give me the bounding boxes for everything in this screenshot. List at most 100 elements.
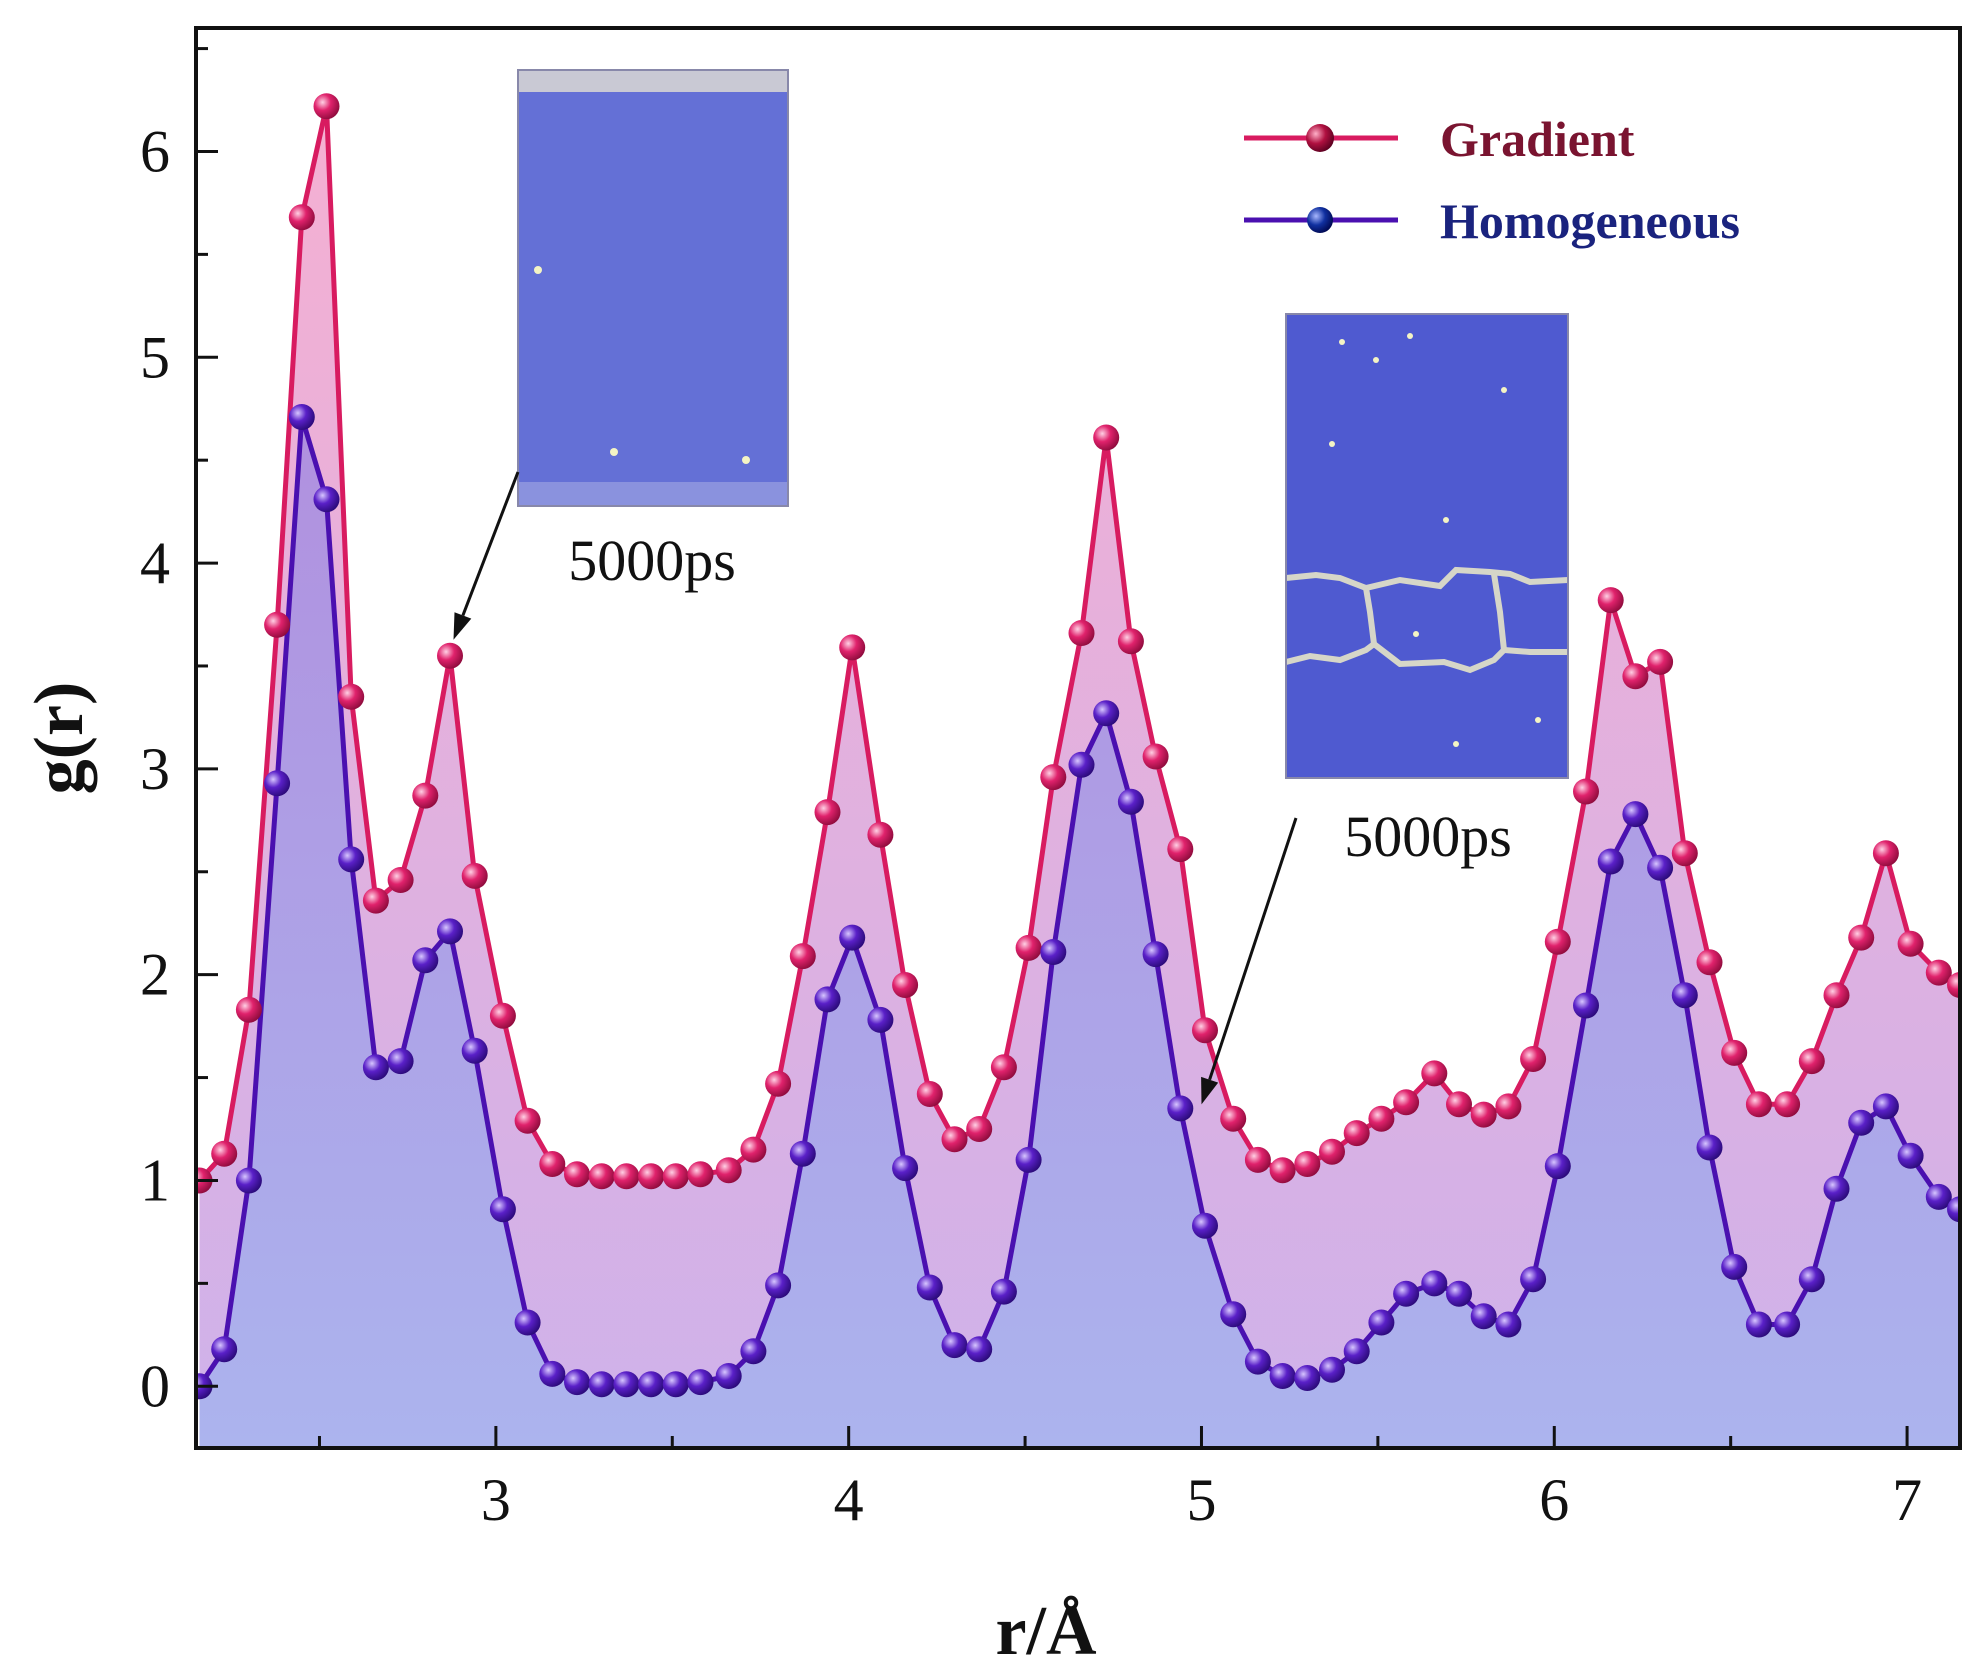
data-point-gradient-59 (1671, 840, 1698, 867)
data-point-gradient-20 (687, 1161, 714, 1188)
data-point-gradient-51 (1470, 1101, 1497, 1128)
data-point-homogeneous-20 (687, 1369, 714, 1396)
data-point-homogeneous-38 (1142, 941, 1169, 968)
data-point-homogeneous-27 (867, 1006, 894, 1033)
data-point-homogeneous-14 (539, 1360, 566, 1387)
data-point-homogeneous-17 (613, 1371, 640, 1398)
data-point-gradient-2 (235, 996, 262, 1023)
data-point-homogeneous-8 (387, 1048, 414, 1075)
annotation-arrow-1 (453, 471, 520, 640)
data-point-homogeneous-6 (338, 846, 365, 873)
data-point-homogeneous-67 (1872, 1093, 1899, 1120)
data-point-homogeneous-53 (1520, 1266, 1547, 1293)
x-tick-label: 6 (1539, 1467, 1569, 1533)
data-point-gradient-39 (1167, 836, 1194, 863)
data-point-gradient-26 (839, 634, 866, 661)
data-point-homogeneous-55 (1573, 992, 1599, 1019)
data-point-gradient-6 (338, 683, 365, 710)
data-point-gradient-57 (1622, 663, 1649, 690)
data-point-homogeneous-5 (313, 486, 340, 513)
x-axis-title: r/Å (995, 1593, 1097, 1670)
data-point-homogeneous-46 (1343, 1338, 1370, 1365)
data-point-homogeneous-22 (740, 1338, 767, 1365)
data-point-homogeneous-2 (235, 1167, 262, 1194)
data-point-gradient-58 (1647, 648, 1674, 675)
data-point-homogeneous-61 (1721, 1253, 1748, 1280)
annotation-arrow-2 (1201, 817, 1298, 1105)
x-tick-label: 7 (1892, 1467, 1922, 1533)
y-tick-label: 1 (140, 1147, 170, 1213)
data-point-homogeneous-21 (715, 1363, 742, 1389)
data-point-homogeneous-56 (1597, 848, 1624, 875)
data-point-homogeneous-37 (1117, 788, 1144, 815)
data-point-homogeneous-43 (1269, 1363, 1296, 1389)
data-point-homogeneous-66 (1848, 1109, 1875, 1136)
data-point-gradient-15 (564, 1161, 590, 1188)
y-tick-label: 4 (140, 530, 170, 596)
data-point-gradient-17 (613, 1163, 640, 1190)
data-point-homogeneous-58 (1647, 854, 1674, 881)
y-tick-label: 0 (140, 1353, 170, 1419)
data-point-homogeneous-32 (990, 1278, 1017, 1305)
data-point-gradient-40 (1192, 1017, 1218, 1044)
inset-image-homogeneous (1285, 313, 1569, 779)
data-point-gradient-35 (1068, 620, 1095, 646)
legend-item-homogeneous: Homogeneous (1244, 193, 1740, 249)
legend: Gradient Homogeneous (1244, 111, 1740, 249)
legend-marker-homogeneous (1307, 207, 1333, 233)
data-point-homogeneous-64 (1798, 1266, 1825, 1293)
data-point-gradient-48 (1393, 1089, 1420, 1116)
data-point-homogeneous-68 (1897, 1142, 1924, 1169)
data-point-gradient-69 (1925, 959, 1952, 986)
data-point-gradient-27 (867, 821, 894, 848)
data-point-gradient-61 (1721, 1039, 1748, 1066)
data-point-gradient-54 (1544, 928, 1571, 955)
data-point-gradient-19 (662, 1163, 689, 1190)
data-point-gradient-64 (1798, 1048, 1825, 1075)
data-point-gradient-43 (1269, 1157, 1296, 1184)
data-point-gradient-46 (1343, 1120, 1370, 1147)
legend-label-homogeneous: Homogeneous (1440, 193, 1740, 249)
data-point-gradient-36 (1093, 424, 1120, 451)
data-point-homogeneous-12 (489, 1196, 516, 1223)
data-point-gradient-9 (412, 782, 439, 809)
data-point-homogeneous-23 (765, 1272, 792, 1299)
data-point-homogeneous-54 (1544, 1153, 1571, 1180)
data-point-homogeneous-60 (1696, 1134, 1723, 1161)
data-point-gradient-52 (1495, 1093, 1522, 1120)
data-point-homogeneous-9 (412, 947, 439, 974)
data-point-homogeneous-29 (916, 1274, 943, 1301)
y-tick-label: 3 (140, 736, 170, 802)
data-point-gradient-3 (264, 611, 291, 638)
data-point-gradient-31 (966, 1116, 993, 1142)
data-point-homogeneous-30 (941, 1332, 968, 1359)
data-point-homogeneous-24 (789, 1140, 816, 1167)
data-point-homogeneous-63 (1774, 1311, 1801, 1338)
data-point-homogeneous-1 (211, 1336, 238, 1363)
data-point-homogeneous-26 (839, 924, 866, 951)
data-point-homogeneous-40 (1192, 1212, 1218, 1239)
data-point-gradient-30 (941, 1126, 968, 1153)
data-point-gradient-21 (715, 1157, 742, 1184)
data-point-homogeneous-28 (892, 1155, 919, 1182)
data-point-gradient-50 (1446, 1091, 1472, 1118)
data-point-gradient-32 (990, 1054, 1017, 1081)
x-axis: 3 4 5 6 7 (317, 1426, 1922, 1533)
data-point-homogeneous-45 (1319, 1356, 1345, 1383)
data-point-gradient-41 (1220, 1105, 1247, 1132)
data-point-homogeneous-69 (1925, 1183, 1952, 1210)
data-point-homogeneous-57 (1622, 801, 1649, 828)
data-point-gradient-18 (638, 1163, 665, 1190)
data-point-gradient-29 (916, 1081, 943, 1107)
inset-caption-2: 5000ps (1344, 804, 1512, 869)
data-point-homogeneous-52 (1495, 1311, 1522, 1338)
data-point-gradient-24 (789, 943, 816, 970)
y-tick-label: 5 (140, 324, 170, 390)
data-point-homogeneous-34 (1040, 939, 1067, 965)
data-point-gradient-5 (313, 93, 340, 120)
data-point-homogeneous-4 (288, 404, 315, 430)
data-point-gradient-12 (489, 1002, 516, 1029)
y-tick-label: 6 (140, 118, 170, 184)
axes-frame (194, 26, 1962, 1450)
data-point-homogeneous-15 (564, 1369, 590, 1396)
